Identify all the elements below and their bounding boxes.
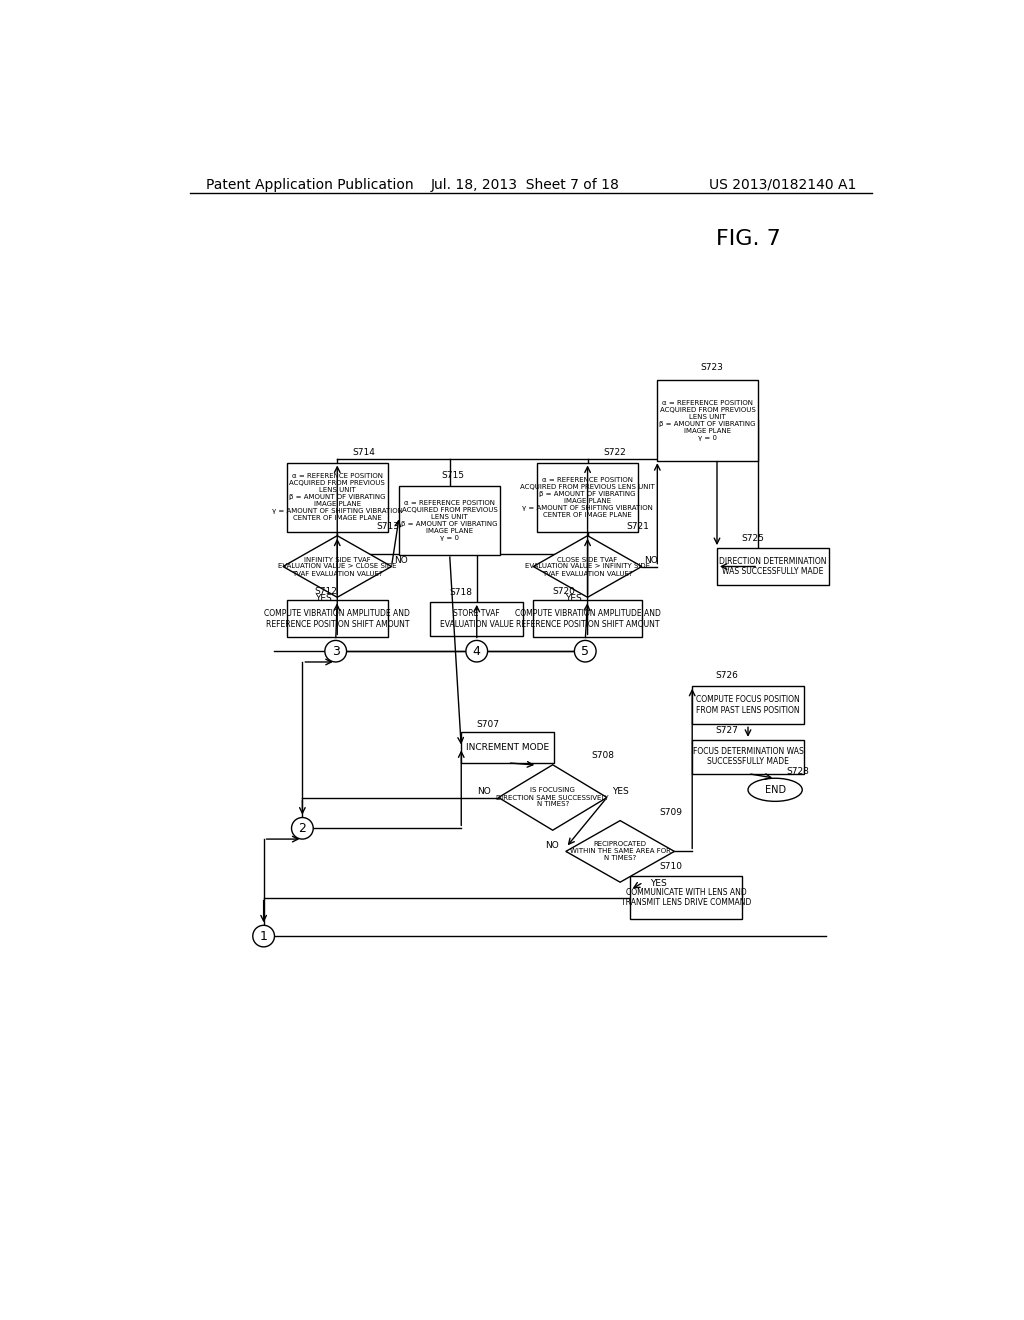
- Text: NO: NO: [545, 841, 559, 850]
- Text: US 2013/0182140 A1: US 2013/0182140 A1: [710, 178, 856, 191]
- FancyBboxPatch shape: [287, 462, 388, 532]
- Text: COMPUTE VIBRATION AMPLITUDE AND
REFERENCE POSITION SHIFT AMOUNT: COMPUTE VIBRATION AMPLITUDE AND REFERENC…: [515, 609, 660, 628]
- Text: COMMUNICATE WITH LENS AND
TRANSMIT LENS DRIVE COMMAND: COMMUNICATE WITH LENS AND TRANSMIT LENS …: [621, 888, 752, 907]
- Text: S709: S709: [658, 808, 682, 817]
- Text: 4: 4: [473, 644, 480, 657]
- Polygon shape: [534, 536, 642, 598]
- Ellipse shape: [574, 640, 596, 663]
- FancyBboxPatch shape: [630, 876, 742, 919]
- Text: YES: YES: [650, 879, 668, 888]
- Text: FOCUS DETERMINATION WAS
SUCCESSFULLY MADE: FOCUS DETERMINATION WAS SUCCESSFULLY MAD…: [692, 747, 804, 767]
- Ellipse shape: [325, 640, 346, 663]
- Text: INFINITY SIDE TVAF
EVALUATION VALUE > CLOSE SIDE
TVAF EVALUATION VALUE?: INFINITY SIDE TVAF EVALUATION VALUE > CL…: [278, 557, 396, 577]
- Text: α = REFERENCE POSITION
ACQUIRED FROM PREVIOUS
LENS UNIT
β = AMOUNT OF VIBRATING
: α = REFERENCE POSITION ACQUIRED FROM PRE…: [271, 473, 402, 521]
- Text: NO: NO: [644, 556, 658, 565]
- Text: S712: S712: [314, 586, 337, 595]
- Polygon shape: [566, 821, 675, 882]
- Text: α = REFERENCE POSITION
ACQUIRED FROM PREVIOUS
LENS UNIT
β = AMOUNT OF VIBRATING
: α = REFERENCE POSITION ACQUIRED FROM PRE…: [659, 400, 756, 441]
- Text: NO: NO: [394, 556, 408, 565]
- Text: S715: S715: [442, 471, 465, 480]
- Text: S727: S727: [716, 726, 738, 735]
- Text: S718: S718: [450, 589, 473, 597]
- FancyBboxPatch shape: [461, 733, 554, 763]
- Text: 5: 5: [582, 644, 589, 657]
- Text: S728: S728: [786, 767, 810, 776]
- Text: NO: NO: [477, 787, 492, 796]
- Polygon shape: [283, 536, 391, 598]
- Text: YES: YES: [612, 787, 630, 796]
- Text: S720: S720: [553, 586, 575, 595]
- FancyBboxPatch shape: [692, 686, 804, 725]
- FancyBboxPatch shape: [534, 601, 642, 638]
- Text: COMPUTE FOCUS POSITION
FROM PAST LENS POSITION: COMPUTE FOCUS POSITION FROM PAST LENS PO…: [696, 696, 800, 715]
- FancyBboxPatch shape: [692, 739, 804, 774]
- Text: α = REFERENCE POSITION
ACQUIRED FROM PREVIOUS
LENS UNIT
β = AMOUNT OF VIBRATING
: α = REFERENCE POSITION ACQUIRED FROM PRE…: [401, 500, 498, 541]
- Text: S723: S723: [700, 363, 723, 372]
- Text: S725: S725: [741, 535, 765, 544]
- Text: YES: YES: [565, 594, 582, 603]
- Text: STORE TVAF
EVALUATION VALUE: STORE TVAF EVALUATION VALUE: [440, 609, 514, 628]
- Text: S721: S721: [627, 521, 649, 531]
- Text: S707: S707: [477, 719, 500, 729]
- Text: 1: 1: [260, 929, 267, 942]
- Ellipse shape: [253, 925, 274, 946]
- Text: 3: 3: [332, 644, 340, 657]
- Text: INCREMENT MODE: INCREMENT MODE: [466, 743, 549, 752]
- Text: IS FOCUSING
DIRECTION SAME SUCCESSIVELY
N TIMES?: IS FOCUSING DIRECTION SAME SUCCESSIVELY …: [497, 788, 609, 808]
- Text: FIG. 7: FIG. 7: [716, 230, 780, 249]
- Ellipse shape: [466, 640, 487, 663]
- Text: Jul. 18, 2013  Sheet 7 of 18: Jul. 18, 2013 Sheet 7 of 18: [430, 178, 620, 191]
- FancyBboxPatch shape: [657, 380, 758, 461]
- Ellipse shape: [748, 779, 802, 801]
- Text: DIRECTION DETERMINATION
WAS SUCCESSFULLY MADE: DIRECTION DETERMINATION WAS SUCCESSFULLY…: [719, 557, 826, 577]
- Text: S710: S710: [658, 862, 682, 871]
- Text: Patent Application Publication: Patent Application Publication: [206, 178, 413, 191]
- FancyBboxPatch shape: [717, 548, 829, 585]
- Text: α = REFERENCE POSITION
ACQUIRED FROM PREVIOUS LENS UNIT
β = AMOUNT OF VIBRATING
: α = REFERENCE POSITION ACQUIRED FROM PRE…: [520, 477, 655, 517]
- Text: S713: S713: [376, 521, 399, 531]
- Text: END: END: [765, 785, 785, 795]
- Text: 2: 2: [298, 822, 306, 834]
- Text: YES: YES: [315, 594, 332, 603]
- Ellipse shape: [292, 817, 313, 840]
- Text: COMPUTE VIBRATION AMPLITUDE AND
REFERENCE POSITION SHIFT AMOUNT: COMPUTE VIBRATION AMPLITUDE AND REFERENC…: [264, 609, 411, 628]
- Text: S722: S722: [603, 447, 626, 457]
- Polygon shape: [499, 764, 607, 830]
- Text: S726: S726: [716, 672, 738, 680]
- Text: RECIPROCATED
WITHIN THE SAME AREA FOR
N TIMES?: RECIPROCATED WITHIN THE SAME AREA FOR N …: [569, 841, 671, 862]
- FancyBboxPatch shape: [538, 462, 638, 532]
- Text: S708: S708: [592, 751, 614, 760]
- Text: S714: S714: [352, 447, 376, 457]
- Text: CLOSE SIDE TVAF
EVALUATION VALUE > INFINITY SIDE
TVAF EVALUATION VALUE?: CLOSE SIDE TVAF EVALUATION VALUE > INFIN…: [525, 557, 650, 577]
- FancyBboxPatch shape: [399, 486, 500, 554]
- FancyBboxPatch shape: [287, 601, 388, 638]
- FancyBboxPatch shape: [430, 602, 523, 636]
